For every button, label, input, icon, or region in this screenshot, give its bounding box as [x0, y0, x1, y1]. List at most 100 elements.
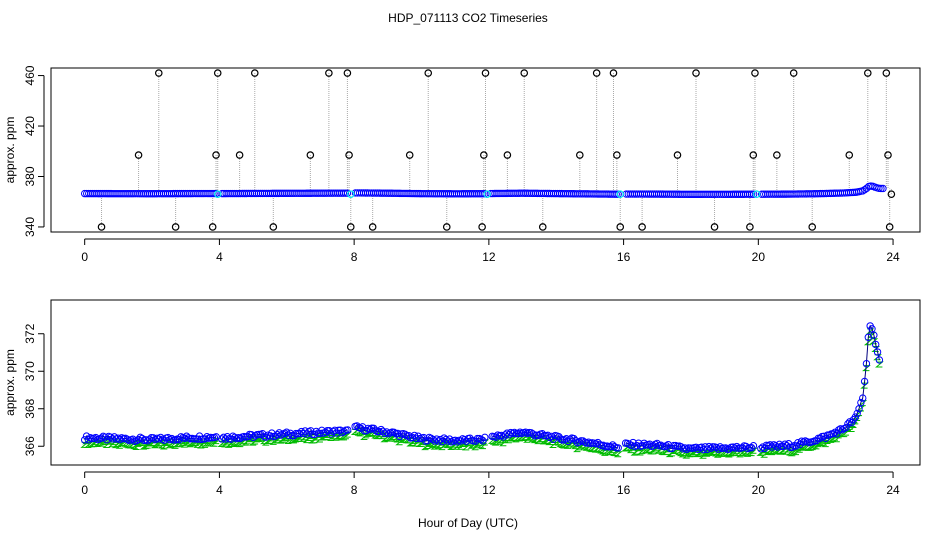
bottom-blue-point — [236, 434, 244, 443]
bottom-blue-point — [610, 442, 619, 451]
top-x-tick-label: 12 — [482, 250, 496, 264]
bottom-blue-point — [649, 442, 658, 450]
bottom-blue-point — [453, 438, 461, 446]
bottom-green-point — [324, 431, 334, 438]
top-flag-point — [609, 69, 618, 77]
bottom-green-point — [432, 441, 442, 448]
bottom-green-point — [180, 441, 190, 448]
bottom-blue-point — [794, 438, 802, 447]
bottom-blue-point — [820, 432, 828, 441]
bottom-blue-point — [873, 348, 882, 356]
bottom-blue-point — [284, 431, 293, 439]
bottom-blue-point — [812, 437, 821, 445]
top-flag-point — [250, 69, 259, 77]
bottom-blue-point — [833, 430, 841, 438]
top-flag-point — [613, 151, 621, 159]
bottom-blue-series — [80, 322, 884, 454]
bottom-blue-point — [534, 431, 543, 440]
top-flag-point — [673, 151, 682, 159]
bottom-green-point — [508, 435, 517, 442]
bottom-green-point — [682, 452, 692, 459]
bottom-blue-point — [775, 440, 784, 449]
top-flag-point — [503, 151, 512, 159]
bottom-blue-point — [579, 437, 587, 445]
bottom-blue-point — [799, 438, 808, 446]
top-flag-point — [520, 69, 529, 77]
bottom-blue-point — [857, 398, 865, 407]
bottom-blue-point — [781, 440, 789, 448]
bottom-blue-point — [444, 437, 452, 445]
bottom-blue-point — [414, 432, 422, 440]
top-plot-frame — [50, 67, 921, 233]
bottom-blue-point — [460, 436, 469, 444]
top-baseline-point — [879, 184, 887, 193]
top-flag-point — [306, 151, 315, 159]
top-flag-point — [442, 223, 451, 231]
bottom-blue-point — [584, 438, 593, 446]
bottom-blue-point — [742, 442, 750, 451]
top-flag-point — [789, 69, 798, 77]
top-flag-point — [710, 223, 719, 231]
bottom-blue-point — [229, 432, 237, 440]
top-flag-point — [481, 69, 490, 77]
bottom-green-point — [191, 440, 201, 447]
bottom-blue-point — [344, 426, 352, 434]
bot-x-tick-label: 24 — [886, 483, 900, 497]
bottom-blue-point — [431, 437, 439, 445]
bottom-y-axis-label: approx. ppm — [3, 349, 17, 416]
top-flag-point — [538, 223, 547, 231]
bottom-green-point — [413, 437, 423, 444]
bottom-blue-point — [664, 440, 672, 449]
top-flag-point — [887, 190, 896, 198]
bottom-blue-point — [529, 430, 537, 438]
bottom-blue-point — [705, 442, 713, 451]
top-flag-point — [343, 69, 352, 77]
bottom-blue-point — [766, 441, 774, 449]
top-flag-point — [692, 69, 700, 77]
top-baseline-point — [479, 190, 487, 198]
bottom-green-point — [465, 439, 475, 446]
bottom-blue-line — [84, 324, 880, 451]
bottom-blue-point — [681, 444, 689, 452]
top-flag-point — [638, 223, 646, 231]
bottom-green-point — [447, 444, 456, 451]
bottom-blue-point — [683, 445, 691, 454]
bottom-blue-point — [477, 435, 485, 444]
bottom-blue-point — [657, 441, 665, 449]
top-baseline-point — [749, 190, 758, 198]
bottom-blue-point — [149, 434, 157, 442]
top-baseline-point — [877, 184, 885, 193]
bottom-blue-point — [853, 409, 861, 418]
bottom-x-axis: 0 4 8 12 16 20 24 — [81, 471, 900, 497]
bottom-blue-point — [521, 428, 530, 436]
bottom-blue-point — [733, 442, 741, 451]
bottom-blue-point — [860, 377, 869, 386]
bottom-blue-point — [427, 434, 435, 443]
bottom-blue-point — [221, 435, 230, 443]
bottom-blue-point — [714, 445, 722, 453]
top-panel: 0 4 8 12 16 20 24 340 380 420 460 approx. ppm — [3, 65, 921, 264]
top-flag-point — [592, 69, 601, 77]
bottom-blue-point — [870, 331, 878, 339]
top-cyan-marker — [752, 190, 761, 198]
top-baseline-point — [747, 190, 756, 198]
bottom-blue-point — [312, 427, 320, 436]
bottom-blue-point — [749, 442, 758, 450]
bottom-plot-frame — [50, 299, 921, 466]
bottom-blue-point — [447, 438, 456, 446]
top-flag-point — [345, 151, 353, 159]
bottom-blue-point — [381, 429, 389, 438]
top-baseline-point — [745, 190, 754, 198]
bottom-blue-point — [599, 441, 608, 450]
bottom-blue-point — [510, 428, 519, 437]
bottom-green-point — [480, 439, 490, 446]
top-flag-point — [235, 151, 244, 159]
bottom-blue-point — [123, 435, 131, 444]
top-flag-point — [749, 151, 758, 159]
bottom-blue-line-segment — [760, 324, 880, 450]
bottom-blue-point — [721, 444, 730, 452]
bottom-blue-point — [306, 427, 315, 435]
top-baseline-point — [339, 189, 348, 197]
bottom-green-point — [176, 438, 186, 445]
